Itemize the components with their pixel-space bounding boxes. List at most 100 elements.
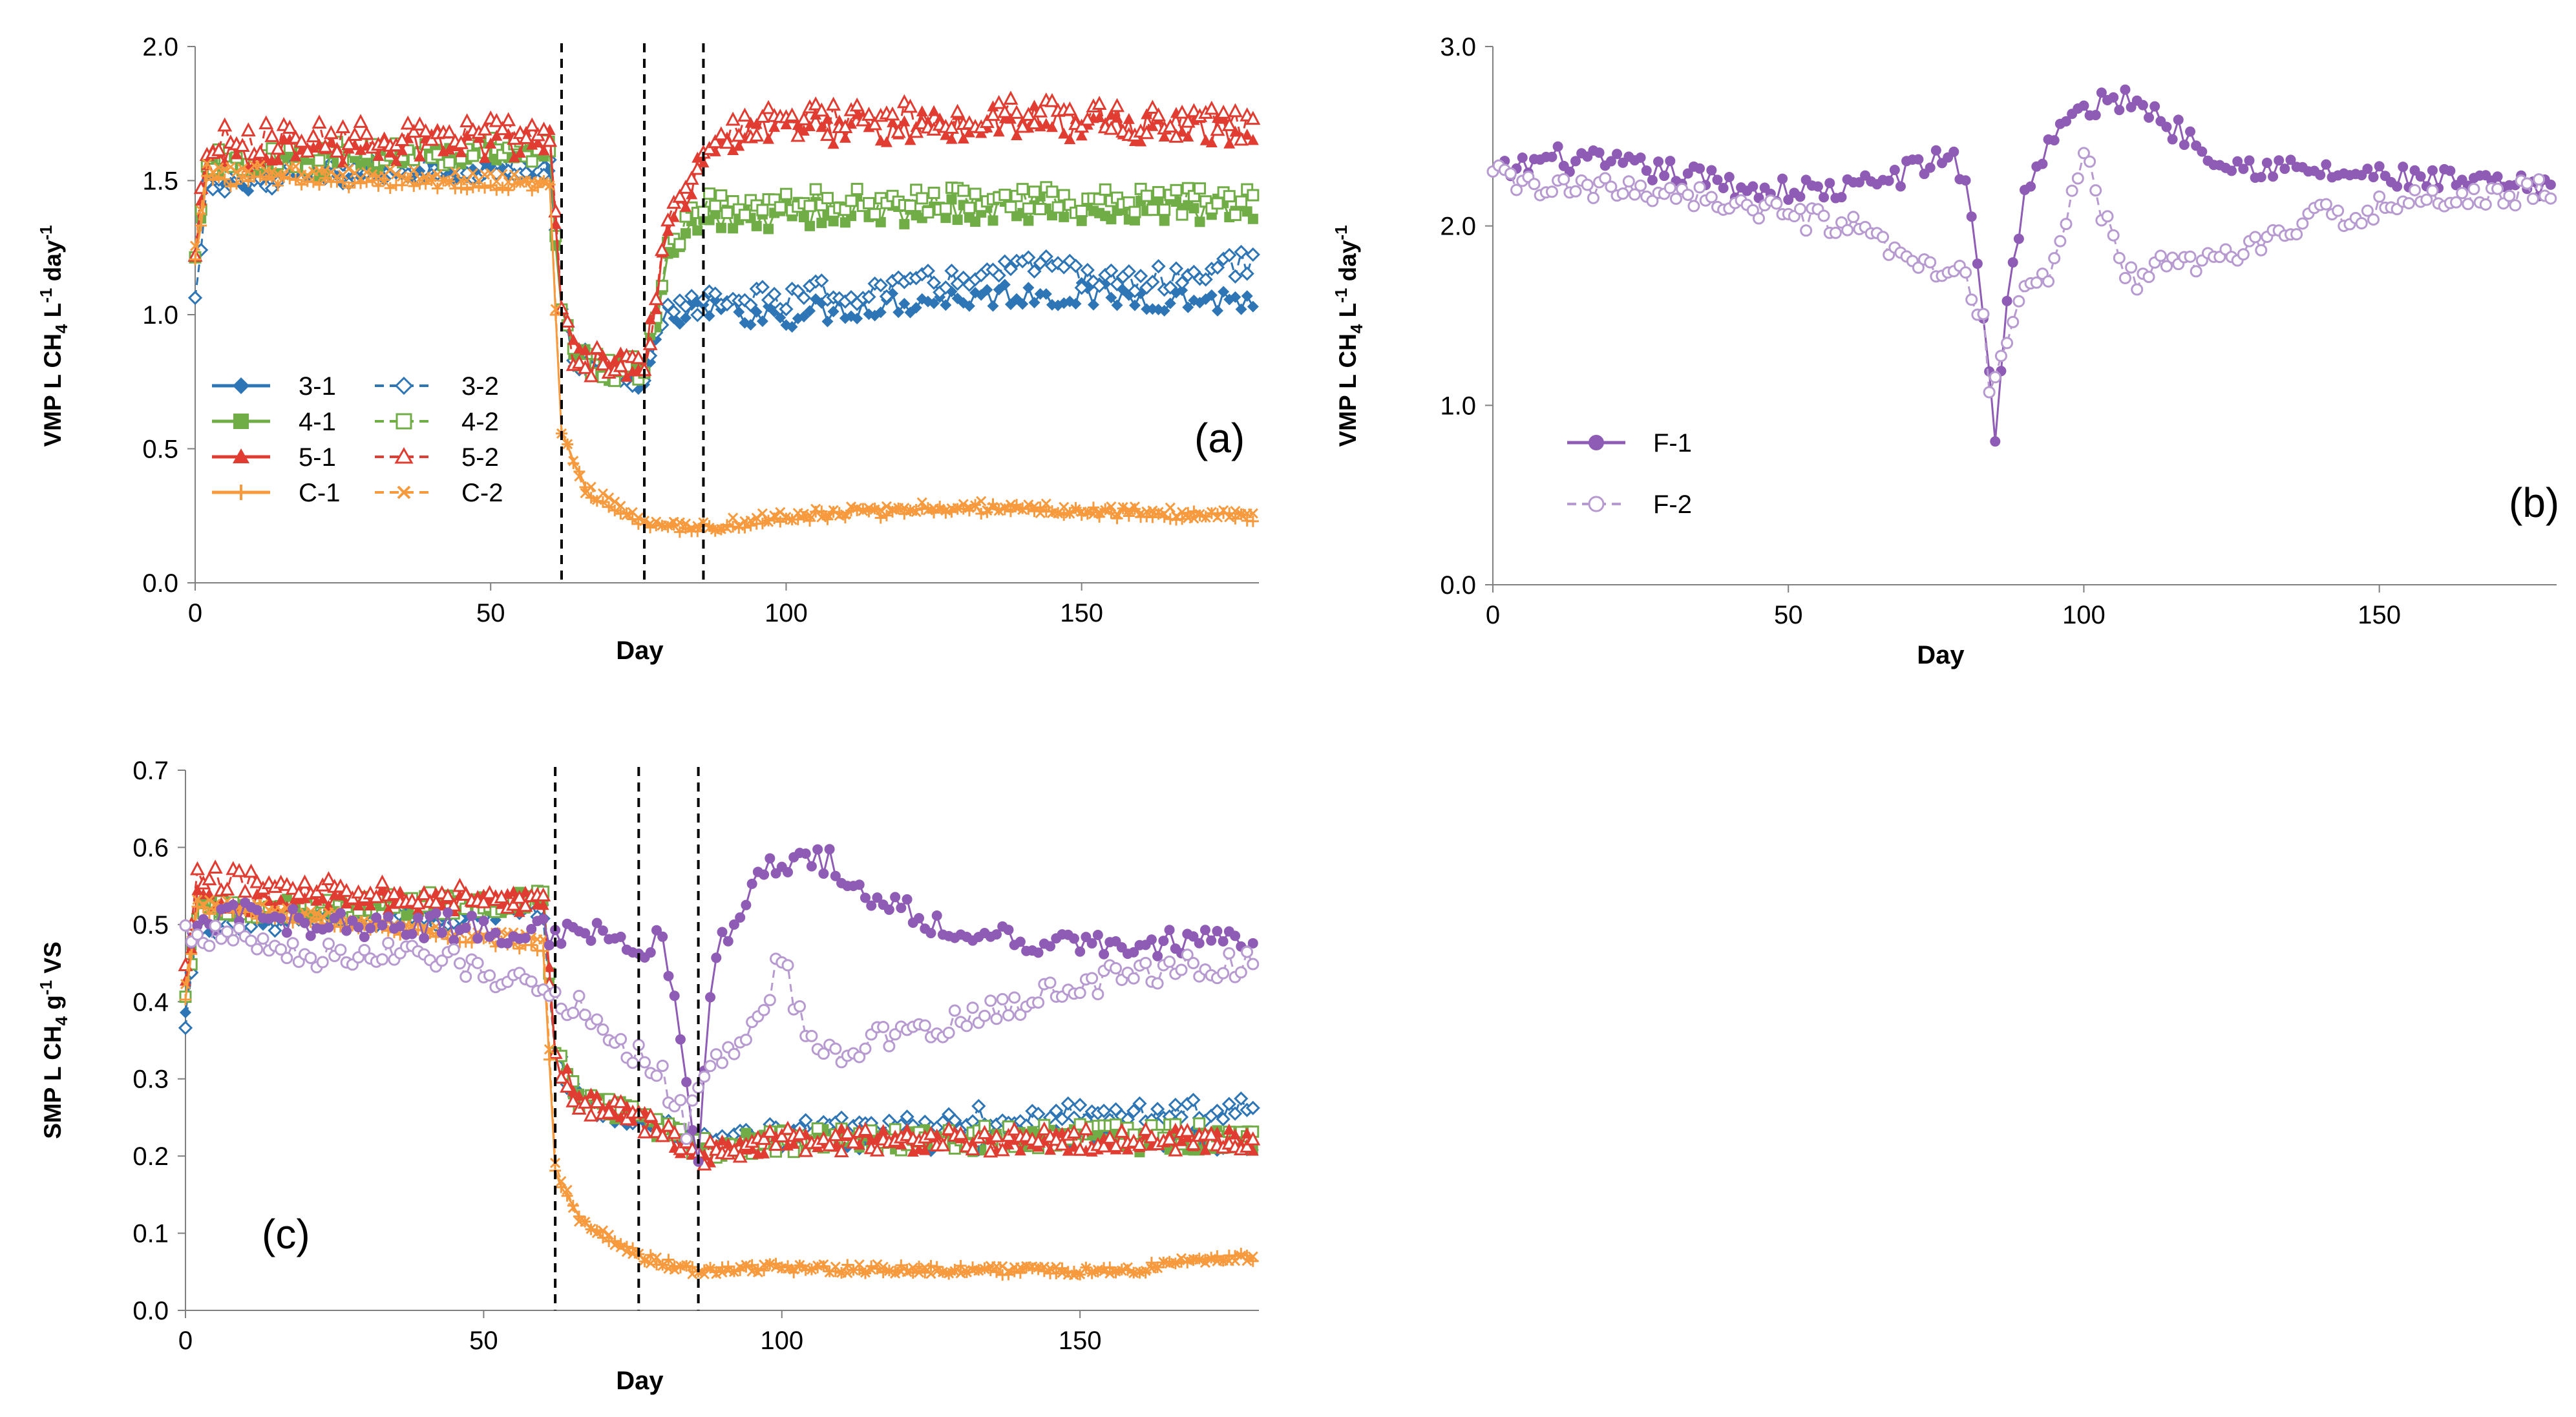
- data-point-F-1: [406, 929, 417, 939]
- data-point-3-1: [851, 313, 863, 325]
- data-point-F-2: [615, 1033, 628, 1045]
- data-point-3-1: [1241, 290, 1253, 302]
- data-point-4-2: [821, 192, 834, 205]
- data-point-F-2: [2007, 315, 2020, 328]
- data-point-5-2: [394, 132, 410, 146]
- data-point-5-2: [667, 1125, 682, 1139]
- data-point-3-2: [991, 268, 1006, 283]
- data-point-F-2: [1599, 172, 1612, 185]
- data-point-F-1: [1960, 175, 1971, 186]
- data-point-5-2: [965, 1141, 980, 1156]
- data-point-F-2: [1622, 175, 1635, 188]
- data-point-F-2: [1687, 200, 1700, 213]
- data-point-F-2: [2190, 265, 2202, 278]
- data-point-F-2: [2420, 193, 2433, 206]
- data-point-5-2: [386, 886, 402, 900]
- data-point-F-1: [281, 927, 292, 938]
- data-point-F-1: [2173, 114, 2184, 125]
- data-point-C-2: [752, 1266, 763, 1278]
- data-point-3-2: [1210, 260, 1225, 275]
- data-point-5-2: [1144, 1129, 1159, 1144]
- data-point-C-1: [319, 172, 332, 184]
- data-point-5-2: [950, 103, 966, 118]
- data-point-F-2: [2107, 229, 2120, 242]
- data-point-F-2: [1569, 185, 1582, 198]
- legend-item-5-2: 5-2: [375, 443, 499, 472]
- data-point-F-2: [728, 1047, 741, 1060]
- data-point-F-1: [991, 929, 1002, 940]
- data-point-F-2: [1847, 211, 1860, 224]
- data-point-C-1: [561, 1190, 573, 1202]
- data-point-F-1: [1836, 192, 1847, 203]
- data-point-5-2: [418, 123, 434, 138]
- data-point-C-1: [408, 180, 420, 192]
- data-point-F-2: [2237, 248, 2250, 261]
- data-point-5-2: [869, 1142, 885, 1157]
- data-point-4-1: [1247, 213, 1258, 224]
- data-point-F-1: [741, 899, 752, 910]
- data-point-5-2: [524, 117, 540, 132]
- data-point-3-2: [796, 290, 812, 306]
- data-point-5-2: [867, 116, 883, 131]
- data-point-F-2: [2118, 271, 2131, 284]
- data-point-F-2: [2125, 261, 2138, 274]
- data-point-5-2: [672, 189, 688, 203]
- data-point-3-1: [1158, 304, 1170, 317]
- data-point-F-1: [436, 927, 447, 938]
- data-point-5-2: [808, 96, 823, 110]
- data-point-5-2: [368, 888, 384, 903]
- data-point-5-2: [589, 340, 605, 354]
- data-point-F-1: [430, 908, 441, 919]
- data-point-5-2: [424, 131, 439, 146]
- data-point-F-1: [1682, 168, 1693, 179]
- data-point-C-2: [343, 163, 354, 174]
- data-point-F-2: [859, 1042, 872, 1055]
- data-point-C-2: [266, 166, 277, 177]
- data-point-5-1: [514, 146, 526, 158]
- data-point-C-1: [366, 174, 379, 186]
- data-point-F-1: [1824, 178, 1835, 189]
- data-point-C-2: [586, 481, 596, 492]
- data-point-5-1: [1011, 129, 1023, 140]
- data-point-3-1: [756, 315, 768, 328]
- data-point-F-1: [2037, 158, 2048, 169]
- data-point-5-2: [1204, 100, 1219, 115]
- data-point-C-2: [687, 1268, 698, 1279]
- series-F-1: [180, 844, 1258, 1167]
- data-point-C-1: [603, 501, 615, 513]
- data-point-F-1: [2398, 162, 2409, 173]
- data-point-4-1: [1159, 215, 1170, 226]
- data-point-F-1: [2238, 163, 2249, 174]
- svg-text:F-1: F-1: [1653, 429, 1692, 457]
- data-point-3-2: [997, 254, 1012, 269]
- data-point-5-2: [240, 122, 256, 137]
- data-point-F-1: [2427, 165, 2438, 176]
- data-point-C-2: [925, 1268, 936, 1279]
- y-tick-label: 0.5: [132, 911, 169, 939]
- data-point-3-2: [1126, 1104, 1141, 1118]
- data-point-5-2: [732, 1148, 748, 1163]
- data-point-5-2: [762, 1123, 777, 1138]
- data-point-3-1: [733, 306, 745, 318]
- data-point-F-1: [335, 908, 346, 919]
- data-point-5-2: [571, 354, 587, 369]
- y-tick-label: 0.5: [142, 436, 178, 464]
- data-point-5-2: [1015, 118, 1030, 133]
- data-point-5-2: [619, 1111, 635, 1126]
- data-point-5-1: [317, 892, 329, 904]
- data-point-5-2: [834, 1143, 849, 1157]
- data-point-C-2: [1057, 1267, 1068, 1278]
- data-point-5-2: [768, 1137, 784, 1151]
- data-point-C-1: [818, 1260, 830, 1272]
- data-point-F-2: [2526, 193, 2539, 205]
- data-point-C-1: [1104, 1261, 1116, 1274]
- data-point-5-2: [1114, 1124, 1130, 1138]
- data-point-3-1: [1070, 298, 1082, 310]
- data-point-F-2: [996, 992, 1009, 1005]
- data-point-F-1: [299, 918, 310, 929]
- x-tick-label: 50: [469, 1327, 498, 1355]
- data-point-F-2: [275, 943, 288, 956]
- data-point-4-2: [869, 207, 882, 220]
- data-point-F-1: [1812, 181, 1823, 192]
- data-point-C-2: [396, 171, 408, 182]
